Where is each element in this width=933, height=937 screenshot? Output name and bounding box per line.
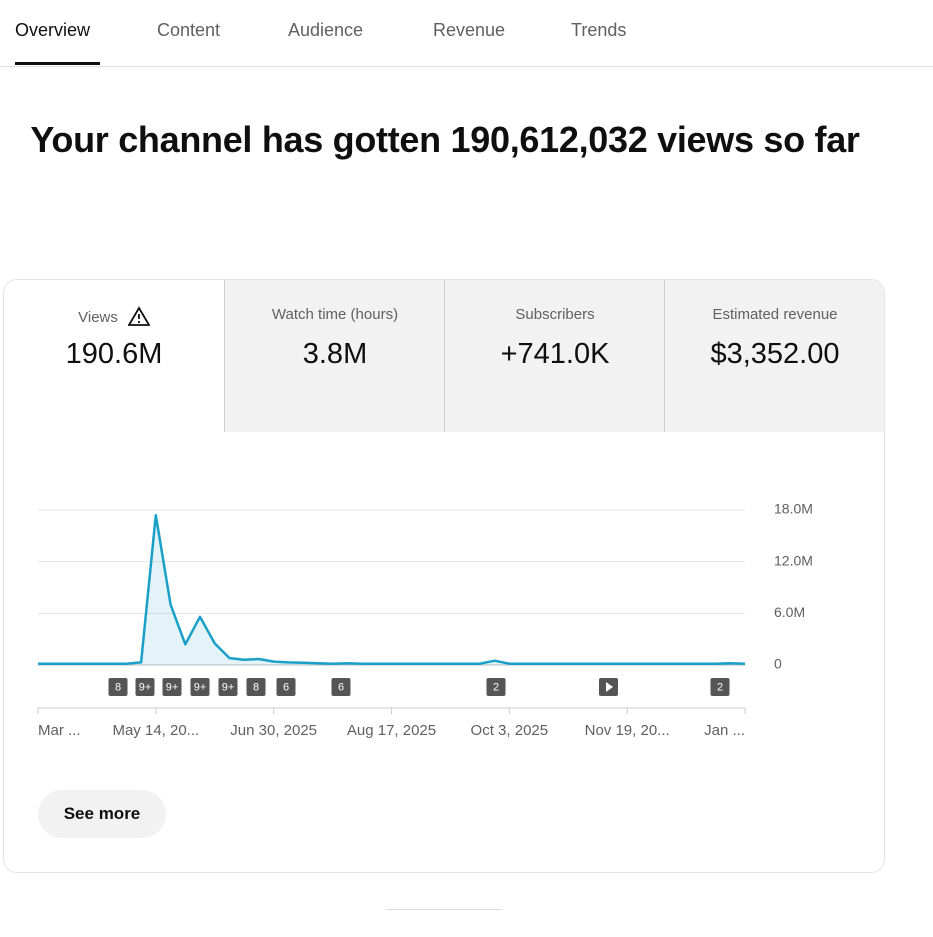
metric-card[interactable]: Estimated revenue $3,352.00 [664, 280, 884, 432]
y-tick-label: 6.0M [774, 604, 805, 620]
y-tick-label: 18.0M [774, 501, 813, 517]
video-marker-label: 9+ [139, 681, 152, 693]
x-tick-label: Aug 17, 2025 [347, 722, 436, 739]
video-marker-label: 2 [493, 681, 499, 693]
y-tick-label: 0 [774, 656, 782, 672]
warning-icon [127, 306, 151, 326]
video-marker [246, 678, 266, 696]
video-marker [190, 678, 210, 696]
video-marker [162, 678, 182, 696]
line [38, 513, 746, 665]
bottom-handle [386, 909, 502, 910]
y-tick-label: 12.0M [774, 552, 813, 568]
tab[interactable]: Trends [571, 20, 627, 40]
metric-label: Estimated revenue [665, 306, 884, 326]
metric-value: +741.0K [500, 338, 610, 370]
video-marker [135, 678, 155, 696]
x-tick-label: Jun 30, 2025 [230, 722, 317, 739]
video-marker [276, 678, 296, 696]
see-more-button[interactable]: See more [38, 790, 166, 838]
metric-value: 190.6M [65, 338, 163, 370]
chart: 0 6.0M 12.0M 18.0M Mar ... May 14, 20... Jun 3… [37, 501, 813, 739]
video-marker-label: 9+ [166, 681, 179, 693]
tab[interactable]: Content [157, 20, 221, 40]
metric-value: 3.8M [302, 338, 368, 370]
active-tab-underline [15, 62, 100, 65]
video-marker-label: 6 [338, 681, 344, 693]
video-marker [218, 678, 238, 696]
video-marker-label: 8 [115, 681, 121, 693]
video-marker-label: 9+ [222, 681, 235, 693]
metric-card[interactable]: Subscribers +741.0K [444, 280, 665, 432]
x-tick-label: Mar ... [38, 722, 81, 739]
x-tick-label: Jan ... [704, 722, 745, 739]
metric-label-text: Views [78, 309, 118, 326]
metric-card[interactable]: Views 190.6M [4, 280, 224, 432]
metric-card[interactable]: Watch time (hours) 3.8M [224, 280, 445, 432]
metric-label-text: Watch time (hours) [271, 306, 399, 323]
metric-value: $3,352.00 [710, 338, 840, 370]
headline: Your channel has gotten 190,612,032 view… [30, 119, 860, 160]
metric-label: Subscribers [445, 306, 665, 326]
x-tick-label: Oct 3, 2025 [471, 722, 549, 739]
tab[interactable]: Audience [288, 20, 364, 40]
tab[interactable]: Overview [15, 20, 91, 40]
video-marker-label: 6 [283, 681, 289, 693]
video-marker [486, 678, 506, 696]
video-marker [108, 678, 128, 696]
video-marker-label: 8 [253, 681, 259, 693]
x-tick-label: May 14, 20... [112, 722, 199, 739]
analytics-card: Views 190.6M Watch time (hours) 3.8M Subscri… [3, 279, 885, 873]
video-marker [710, 678, 730, 696]
tab[interactable]: Revenue [433, 20, 506, 40]
metric-label: Views [4, 306, 224, 326]
metric-label: Watch time (hours) [225, 306, 445, 326]
metric-label-text: Subscribers [515, 306, 595, 323]
video-marker [331, 678, 351, 696]
video-marker-play [599, 678, 618, 696]
video-marker-label: 2 [717, 681, 723, 693]
video-marker-label: 9+ [194, 681, 207, 693]
tab-divider [0, 66, 933, 67]
metric-label-text: Estimated revenue [712, 306, 838, 323]
x-tick-label: Nov 19, 20... [585, 722, 670, 739]
